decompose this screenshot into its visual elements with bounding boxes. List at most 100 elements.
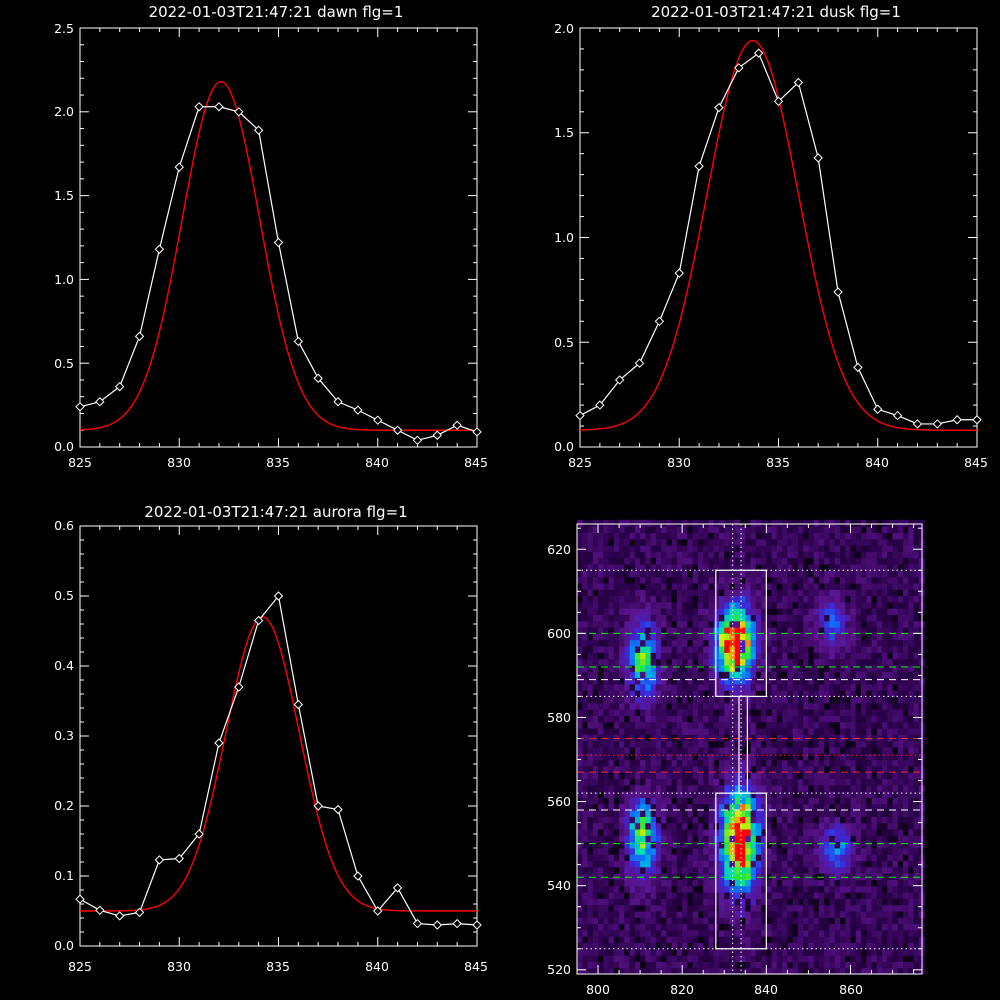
heatmap-cell: [903, 791, 909, 798]
heatmap-cell: [650, 822, 657, 830]
heatmap-cell: [850, 551, 857, 559]
heatmap-cell: [655, 671, 662, 679]
heatmap-cell: [829, 696, 836, 704]
heatmap-cell: [645, 929, 652, 937]
heatmap-cell: [734, 917, 741, 925]
heatmap-cell: [624, 570, 631, 578]
heatmap-cell: [824, 904, 831, 912]
heatmap-cell: [713, 898, 720, 906]
heatmap-cell: [882, 822, 888, 830]
heatmap-cell: [887, 797, 894, 805]
heatmap-cell: [808, 614, 815, 622]
heatmap-cell: [876, 601, 883, 609]
heatmap-cell: [771, 538, 778, 546]
heatmap-cell: [703, 898, 710, 906]
heatmap-cell: [661, 690, 667, 697]
heatmap-cell: [682, 810, 689, 817]
heatmap-cell: [734, 696, 741, 704]
heatmap-cell: [592, 620, 599, 628]
heatmap-cell: [897, 873, 904, 880]
heatmap-cell: [582, 772, 589, 779]
heatmap-cell: [876, 564, 883, 571]
heatmap-cell: [766, 576, 773, 584]
heatmap-cell: [629, 810, 636, 817]
heatmap-cell: [655, 608, 662, 615]
heatmap-cell: [719, 646, 725, 653]
heatmap-cell: [882, 936, 888, 943]
heatmap-cell: [882, 658, 888, 666]
heatmap-cell: [603, 557, 610, 565]
heatmap-cell: [592, 923, 599, 931]
heatmap-cell: [687, 564, 694, 571]
heatmap-cell: [634, 810, 641, 817]
heatmap-cell: [740, 538, 746, 546]
heatmap-cell: [845, 910, 852, 918]
heatmap-cell: [624, 696, 631, 704]
heatmap-cell: [887, 816, 894, 824]
heatmap-cell: [908, 841, 915, 849]
heatmap-cell: [882, 810, 888, 817]
heatmap-cell: [766, 608, 773, 615]
heatmap-cell: [671, 923, 678, 931]
heatmap-cell: [750, 873, 757, 880]
heatmap-cell: [897, 627, 904, 634]
heatmap-cell: [866, 892, 873, 899]
heatmap-cell: [792, 797, 799, 805]
heatmap-cell: [598, 690, 604, 697]
heatmap-cell: [629, 879, 636, 887]
heatmap-cell: [776, 702, 783, 710]
heatmap-cell: [729, 936, 736, 943]
heatmap-cell: [776, 728, 783, 735]
heatmap-cell: [808, 866, 815, 874]
heatmap-cell: [882, 709, 888, 716]
heatmap-cell: [897, 551, 904, 559]
heatmap-cell: [818, 633, 825, 641]
heatmap-cell: [813, 658, 820, 666]
heatmap-cell: [713, 715, 720, 723]
heatmap-cell: [913, 797, 920, 805]
heatmap-cell: [824, 765, 831, 773]
heatmap-cell: [892, 746, 899, 754]
heatmap-cell: [608, 892, 615, 899]
heatmap-cell: [666, 570, 673, 578]
heatmap-cell: [840, 608, 846, 615]
heatmap-cell: [797, 570, 804, 578]
heatmap-cell: [666, 898, 673, 906]
heatmap-cell: [682, 576, 689, 584]
heatmap-cell: [866, 772, 873, 779]
heatmap-cell: [776, 816, 783, 824]
heatmap-cell: [719, 677, 725, 685]
heatmap-cell: [740, 923, 746, 931]
heatmap-cell: [671, 759, 678, 767]
heatmap-cell: [808, 816, 815, 824]
heatmap-cell: [582, 570, 589, 578]
heatmap-cell: [692, 948, 699, 956]
heatmap-cell: [577, 627, 583, 634]
heatmap-cell: [592, 702, 599, 710]
heatmap-cell: [834, 936, 841, 943]
heatmap-cell: [676, 961, 683, 969]
heatmap-cell: [613, 904, 620, 912]
aurora-data-point: [392, 883, 403, 893]
heatmap-cell: [797, 595, 804, 603]
dawn-data-point: [432, 430, 443, 440]
heatmap-cell: [645, 772, 652, 779]
heatmap-cell: [903, 721, 909, 729]
heatmap-cell: [698, 753, 704, 761]
heatmap-cell: [703, 885, 710, 893]
heatmap-cell: [640, 772, 646, 779]
heatmap-cell: [629, 929, 636, 937]
heatmap-cell: [608, 898, 615, 906]
heatmap-cell: [876, 652, 883, 660]
heatmap-cell: [761, 715, 767, 723]
heatmap-cell: [876, 828, 883, 836]
dawn-y-tick-2.0: 2.0: [54, 104, 74, 119]
heatmap-cell: [598, 671, 604, 679]
heatmap-cell: [876, 803, 883, 811]
heatmap-cell: [629, 683, 636, 691]
heatmap-cell: [908, 784, 915, 792]
heatmap-cell: [603, 847, 610, 855]
heatmap-cell: [776, 576, 783, 584]
heatmap-cell: [834, 608, 841, 615]
heatmap-cell: [866, 557, 873, 565]
